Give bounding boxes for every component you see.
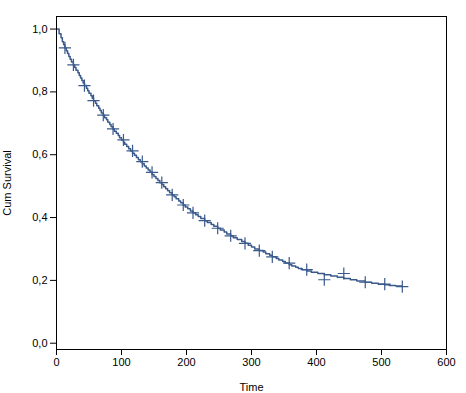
svg-text:Time: Time [239,381,263,393]
svg-text:0,0: 0,0 [32,337,47,349]
svg-text:0,2: 0,2 [32,274,47,286]
svg-text:300: 300 [242,356,260,368]
svg-text:0: 0 [53,356,59,368]
svg-text:0,8: 0,8 [32,85,47,97]
svg-text:200: 200 [177,356,195,368]
svg-text:0,6: 0,6 [32,148,47,160]
svg-text:100: 100 [112,356,130,368]
svg-text:0,4: 0,4 [32,211,47,223]
svg-text:400: 400 [307,356,325,368]
svg-text:Cum Survival: Cum Survival [1,150,13,215]
svg-text:600: 600 [437,356,455,368]
svg-text:1,0: 1,0 [32,23,47,35]
svg-text:500: 500 [372,356,390,368]
